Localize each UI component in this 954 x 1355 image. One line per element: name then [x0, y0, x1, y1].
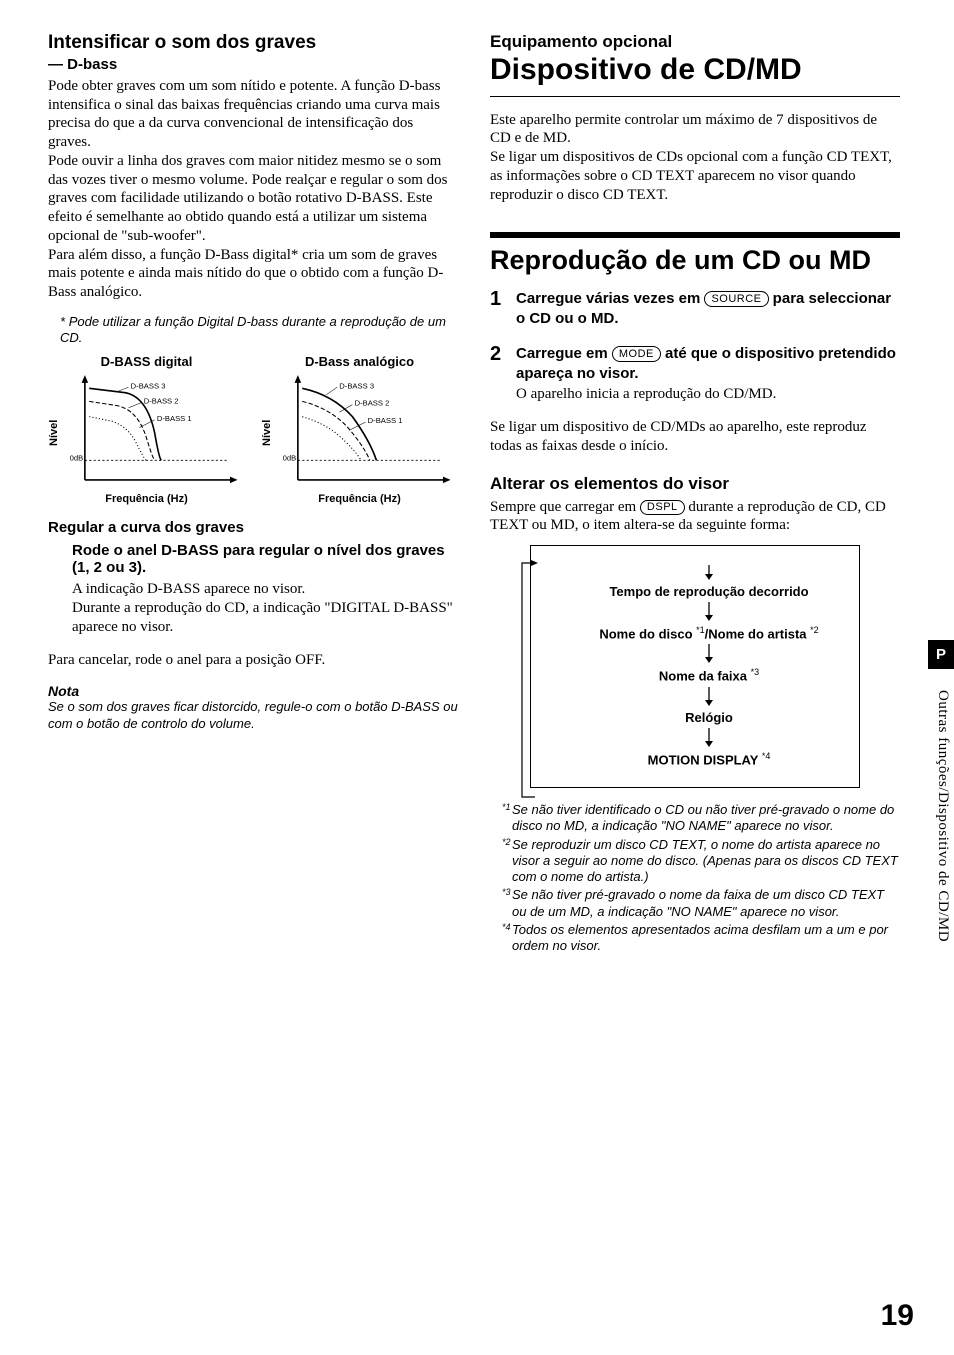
flow-arrow-icon — [567, 602, 851, 622]
rode-body2: Durante a reprodução do CD, a indicação … — [72, 599, 458, 637]
cancel-text: Para cancelar, rode o anel para a posiçã… — [48, 651, 458, 670]
sub-body-a: Sempre que carregar em — [490, 499, 640, 515]
flow-item-5-sup: *4 — [762, 751, 771, 761]
fn2-text: Se reproduzir um disco CD TEXT, o nome d… — [512, 837, 898, 885]
right-med-title: Reprodução de um CD ou MD — [490, 246, 900, 274]
regular-heading: Regular a curva dos graves — [48, 519, 458, 536]
flow-item-2-sup1: *1 — [696, 625, 705, 635]
svg-text:D-BASS 1: D-BASS 1 — [368, 417, 403, 426]
left-star-note: Pode utilizar a função Digital D-bass du… — [60, 314, 446, 345]
flow-item-2a: Nome do disco — [599, 626, 696, 641]
thin-rule — [490, 96, 900, 97]
fn3-num: *3 — [502, 887, 511, 898]
fn4-text: Todos os elementos apresentados acima de… — [512, 922, 888, 953]
flow-return-arrow — [520, 557, 550, 803]
fn1-text: Se não tiver identificado o CD ou não ti… — [512, 802, 894, 833]
step-1: 1 Carregue várias vezes em SOURCE para s… — [490, 289, 900, 330]
flow-arrow-icon — [567, 565, 851, 581]
right-intro1: Este aparelho permite controlar um máxim… — [490, 111, 900, 149]
dspl-button: DSPL — [640, 500, 685, 516]
mode-button: MODE — [612, 346, 661, 362]
step-2-lead-a: Carregue em — [516, 345, 612, 362]
source-button: SOURCE — [704, 291, 768, 307]
step-1-num: 1 — [490, 289, 506, 330]
svg-text:D-BASS 2: D-BASS 2 — [355, 399, 390, 408]
chart-left-title: D-BASS digital — [48, 354, 245, 369]
flow-arrow-icon — [567, 728, 851, 748]
flow-item-2-sup2: *2 — [810, 625, 819, 635]
flow-arrow-icon — [567, 644, 851, 664]
flow-item-3: Nome da faixa *3 — [567, 667, 851, 683]
flow-arrow-icon — [567, 687, 851, 707]
fn2-num: *2 — [502, 837, 511, 848]
sub-section-body: Sempre que carregar em DSPL durante a re… — [490, 498, 900, 536]
fn3-text: Se não tiver pré-gravado o nome da faixa… — [512, 887, 884, 918]
left-star-note-marker: * — [60, 314, 65, 329]
dbass-charts: D-BASS digital Nível D-BASS 3 — [48, 354, 458, 505]
flow-item-5: MOTION DISPLAY *4 — [567, 751, 851, 767]
flow-item-1: Tempo de reprodução decorrido — [567, 584, 851, 599]
left-para3: Para além disso, a função D-Bass digital… — [48, 246, 458, 302]
flow-item-2: Nome do disco *1/Nome do artista *2 — [567, 625, 851, 641]
svg-text:0dB: 0dB — [283, 454, 297, 463]
right-big-title: Dispositivo de CD/MD — [490, 54, 900, 86]
nota-body: Se o som dos graves ficar distorcido, re… — [48, 699, 458, 732]
step-2-tail: O aparelho inicia a reprodução do CD/MD. — [516, 386, 776, 402]
side-tab: P — [928, 640, 954, 669]
svg-text:0dB: 0dB — [70, 454, 84, 463]
chart-left-xlabel: Frequência (Hz) — [48, 493, 245, 505]
right-intro2: Se ligar um dispositivos de CDs opcional… — [490, 148, 900, 204]
footnote-3: *3Se não tiver pré-gravado o nome da fai… — [502, 887, 900, 920]
svg-text:D-BASS 1: D-BASS 1 — [157, 414, 192, 423]
right-overline: Equipamento opcional — [490, 32, 900, 52]
flow-item-3-sup: *3 — [751, 667, 760, 677]
chart-right-xlabel: Frequência (Hz) — [261, 493, 458, 505]
footnote-4: *4Todos os elementos apresentados acima … — [502, 922, 900, 955]
step-2: 2 Carregue em MODE até que o dispositivo… — [490, 344, 900, 405]
rode-body1: A indicação D-BASS aparece no visor. — [72, 580, 458, 599]
flow-item-3a: Nome da faixa — [659, 669, 751, 684]
fn1-num: *1 — [502, 802, 511, 813]
footnote-2: *2Se reproduzir um disco CD TEXT, o nome… — [502, 837, 900, 886]
flow-item-4: Relógio — [567, 710, 851, 725]
side-label: Outras funções/Dispositivo de CD/MD — [934, 690, 951, 942]
svg-text:D-BASS 3: D-BASS 3 — [339, 382, 374, 391]
left-para1: Pode obter graves com um som nítido e po… — [48, 77, 458, 152]
svg-text:D-BASS 2: D-BASS 2 — [144, 397, 179, 406]
flow-box: Tempo de reprodução decorrido Nome do di… — [530, 545, 860, 788]
after-steps: Se ligar um dispositivo de CD/MDs ao apa… — [490, 418, 900, 456]
fn4-num: *4 — [502, 922, 511, 933]
footnotes: *1Se não tiver identificado o CD ou não … — [490, 802, 900, 954]
sub-section-title: Alterar os elementos do visor — [490, 474, 900, 494]
nota-label: Nota — [48, 683, 458, 699]
step-2-num: 2 — [490, 344, 506, 405]
svg-text:D-BASS 3: D-BASS 3 — [131, 382, 166, 391]
footnote-1: *1Se não tiver identificado o CD ou não … — [502, 802, 900, 835]
left-section-title: Intensificar o som dos graves — [48, 32, 458, 54]
rode-heading: Rode o anel D-BASS para regular o nível … — [72, 542, 458, 576]
flow-item-5a: MOTION DISPLAY — [648, 752, 762, 767]
chart-right-ylabel: Nível — [261, 373, 273, 493]
page-number: 19 — [881, 1299, 914, 1333]
flow-item-2b: /Nome do artista — [705, 626, 810, 641]
step-1-lead-a: Carregue várias vezes em — [516, 290, 704, 307]
chart-right-title: D-Bass analógico — [261, 354, 458, 369]
chart-right-svg: D-BASS 3 D-BASS 2 D-BASS 1 0dB — [273, 373, 458, 493]
left-subtitle: — D-bass — [48, 56, 458, 73]
chart-left-ylabel: Nível — [48, 373, 60, 493]
thick-rule — [490, 232, 900, 238]
chart-left-svg: D-BASS 3 D-BASS 2 D-BASS 1 0dB — [60, 373, 245, 493]
left-para2: Pode ouvir a linha dos graves com maior … — [48, 152, 458, 246]
